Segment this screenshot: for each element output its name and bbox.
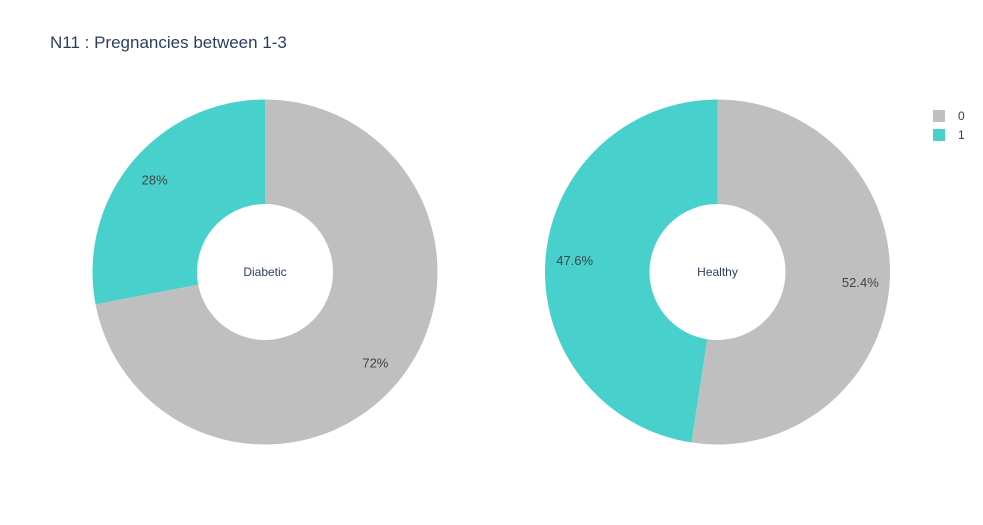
legend-swatch-0 [933,109,945,122]
legend-label: 1 [958,127,965,142]
hole-label-diabetic: Diabetic [243,265,286,279]
pie-slice-1[interactable] [92,99,266,305]
chart-title: N11 : Pregnancies between 1-3 [50,33,287,52]
legend-item[interactable]: 1 [933,125,965,144]
slice-label: 72% [362,355,388,370]
pie-slice-0[interactable] [95,99,438,445]
legend: 0 1 [933,106,965,144]
slice-label: 47.6% [556,253,593,268]
donut-chart-healthy: Healthy 52.4% 47.6% [545,99,891,445]
hole-label-healthy: Healthy [697,265,738,279]
slice-label: 28% [142,173,168,188]
donut-chart-diabetic: Diabetic 72% 28% [92,99,438,445]
legend-label: 0 [958,108,965,123]
pie-slice-1[interactable] [545,99,718,443]
legend-item[interactable]: 0 [933,106,965,125]
legend-swatch-1 [933,128,945,141]
pie-slice-0[interactable] [691,99,891,445]
slice-label: 52.4% [842,275,879,290]
